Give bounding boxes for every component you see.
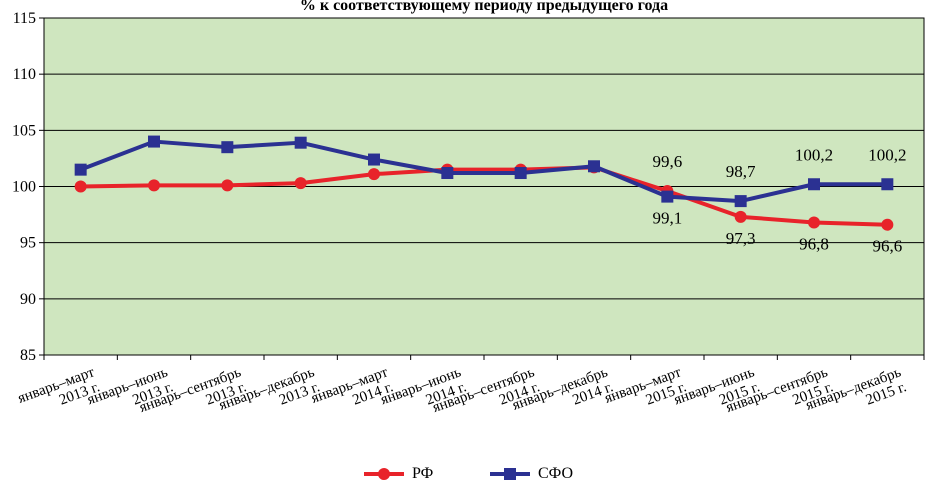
x-axis-ticks: январь–март2013 г.январь–июнь2013 г.янва…	[16, 355, 925, 416]
legend-item-rf: РФ	[362, 462, 433, 486]
point-sfo	[294, 136, 307, 149]
chart-title: % к соответствующему периоду предыдущего…	[300, 0, 668, 14]
point-sfo	[148, 135, 160, 148]
point-rf	[734, 210, 747, 223]
data-label-rf: 97,3	[726, 229, 756, 248]
point-sfo	[588, 160, 600, 173]
point-sfo	[808, 178, 820, 191]
legend: РФ СФО	[0, 462, 930, 486]
point-sfo	[221, 141, 234, 154]
legend-marker-sfo	[490, 468, 530, 480]
point-rf	[808, 216, 820, 229]
data-label-rf: 96,6	[872, 237, 902, 256]
y-tick-label: 100	[12, 179, 36, 196]
legend-label-sfo: СФО	[538, 465, 574, 482]
data-label-rf: 99,6	[652, 152, 682, 171]
data-label-sfo: 100,2	[868, 145, 906, 164]
point-rf	[294, 177, 307, 190]
point-sfo	[368, 153, 380, 166]
point-sfo	[881, 178, 894, 191]
legend-label-rf: РФ	[412, 465, 434, 482]
data-label-rf: 96,8	[799, 234, 829, 253]
data-label-sfo: 98,7	[726, 162, 756, 181]
series-line-sfo	[79, 139, 888, 204]
data-label-sfo: 100,2	[795, 145, 833, 164]
point-rf	[74, 180, 87, 193]
point-rf	[881, 218, 894, 231]
point-rf	[368, 168, 380, 181]
point-sfo	[74, 163, 87, 176]
series-line-rf	[80, 165, 888, 227]
point-sfo	[734, 195, 747, 208]
y-tick-label: 105	[12, 122, 36, 139]
y-tick-label: 95	[20, 235, 36, 252]
y-tick-label: 115	[13, 10, 36, 27]
point-rf	[148, 179, 160, 192]
point-sfo	[441, 167, 454, 180]
point-sfo	[661, 190, 674, 203]
point-sfo	[514, 167, 527, 180]
legend-marker-rf	[364, 468, 404, 480]
data-label-sfo: 99,1	[652, 209, 682, 228]
legend-item-sfo: СФО	[488, 462, 573, 486]
point-rf	[221, 179, 234, 192]
y-tick-label: 110	[13, 66, 36, 83]
y-tick-label: 90	[20, 291, 36, 308]
y-tick-label: 85	[20, 347, 36, 364]
data-labels: 99,6 99,1 97,3 98,7 96,8 100,2 96,6 100,2	[652, 145, 906, 255]
line-chart: 85 90 95 100 105 110 115 январь–март2013 г.янв…	[12, 0, 925, 416]
y-axis-ticks: 85 90 95 100 105 110 115	[12, 10, 44, 364]
series-layer	[74, 135, 894, 231]
